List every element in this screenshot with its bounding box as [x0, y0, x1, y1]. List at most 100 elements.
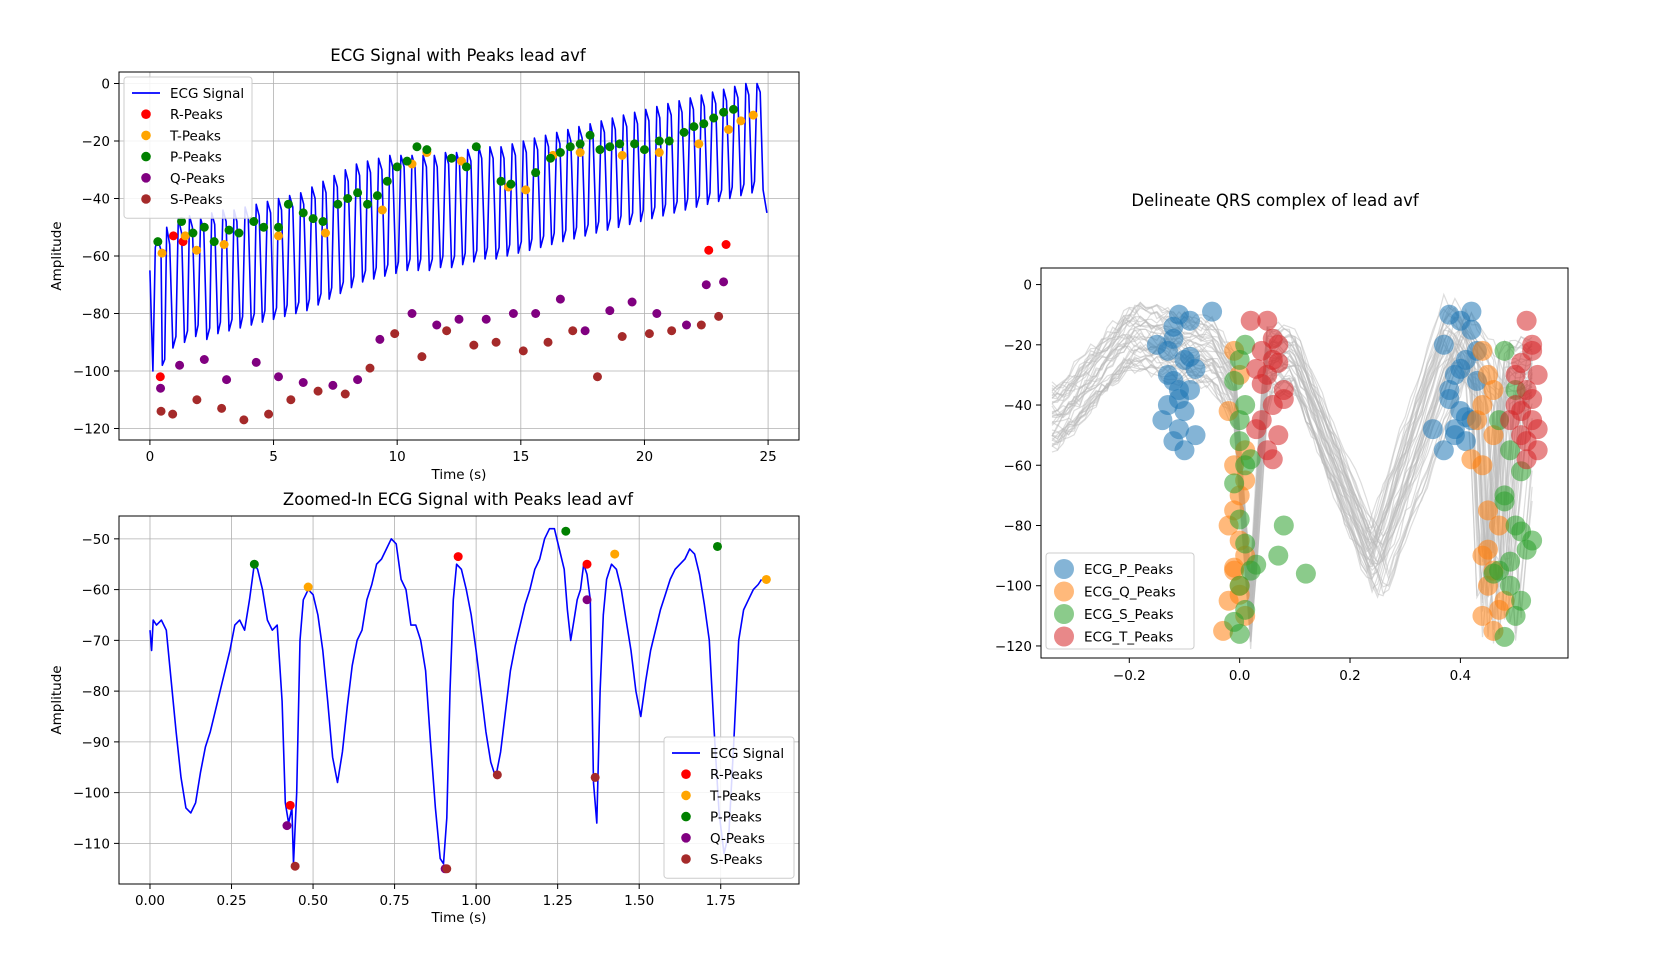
legend-marker-swatch: [1054, 581, 1074, 602]
ecg-signal-chart: ECG Signal with Peaks lead avf 0 5 10 15 20 2…: [49, 46, 800, 483]
legend-label: T-Peaks: [709, 788, 761, 804]
s-peak-point: [592, 372, 602, 382]
t-peak-point: [521, 185, 531, 195]
p-peak-point: [177, 217, 187, 226]
t-peak-point: [724, 125, 734, 134]
p-peak-point: [402, 156, 412, 166]
r-peak-point: [721, 240, 731, 249]
y-tick-label: −80: [82, 684, 111, 700]
chart3-frame: [1040, 267, 1569, 659]
ecg-q-peaks-point: [1224, 560, 1245, 581]
legend-box: [663, 736, 795, 879]
ecg-t-peaks-point: [1240, 310, 1261, 331]
beat-trace: [1051, 336, 1533, 607]
legend-marker-swatch: [681, 790, 691, 801]
legend-marker-swatch: [141, 109, 151, 119]
ecg-t-peaks-point: [1257, 310, 1278, 331]
ecg-signal-line: [149, 527, 763, 865]
y-tick-label: −40: [82, 192, 111, 208]
r-peak-point: [168, 231, 178, 241]
s-peak-point: [644, 329, 654, 339]
s-peak-point: [239, 415, 249, 425]
ecg-p-peaks-point: [1168, 379, 1189, 400]
x-tick-label: 0.2: [1339, 668, 1360, 684]
chart2-y-label: Amplitude: [49, 665, 65, 734]
ecg-t-peaks-point: [1251, 373, 1272, 394]
ecg-p-peaks-point: [1179, 346, 1200, 367]
y-tick-label: −60: [82, 583, 111, 599]
s-peak-point: [442, 326, 452, 336]
x-tick-label: 0: [146, 449, 155, 465]
x-tick-label: −0.2: [1113, 668, 1146, 684]
q-peak-point: [580, 326, 590, 336]
s-peak-point: [543, 337, 553, 347]
q-peak-point: [282, 821, 292, 831]
y-tick-label: −20: [1004, 338, 1033, 354]
t-peak-point: [748, 110, 758, 120]
p-peak-point: [585, 130, 595, 140]
p-peak-point: [679, 127, 689, 137]
p-peak-point: [545, 153, 555, 163]
legend-marker-swatch: [141, 194, 151, 204]
ecg-t-peaks-point: [1500, 410, 1521, 431]
p-peak-point: [259, 222, 269, 232]
p-peak-point: [392, 162, 402, 172]
y-tick-label: −90: [82, 735, 111, 751]
r-peak-point: [582, 559, 592, 569]
x-tick-label: 15: [512, 449, 529, 465]
legend-marker-swatch: [141, 173, 151, 183]
chart1-peaks-layer: [153, 104, 758, 425]
y-tick-label: −80: [1004, 518, 1033, 534]
p-peak-point: [709, 113, 719, 123]
q-peak-point: [251, 357, 261, 367]
x-tick-label: 0.50: [298, 893, 328, 909]
q-peak-point: [375, 334, 385, 344]
q-peak-point: [273, 372, 283, 382]
q-peak-point: [432, 320, 442, 330]
y-tick-label: −60: [82, 249, 111, 265]
s-peak-point: [617, 332, 627, 341]
ecg-p-peaks-point: [1461, 301, 1482, 322]
p-peak-point: [531, 168, 541, 178]
p-peak-point: [273, 222, 283, 232]
p-peak-point: [153, 237, 163, 247]
s-peak-point: [590, 772, 600, 782]
p-peak-point: [654, 136, 664, 146]
chart2-peaks-layer: [249, 526, 771, 874]
chart2-title: Zoomed-In ECG Signal with Peaks lead avf: [283, 490, 634, 509]
p-peak-point: [565, 142, 575, 152]
s-peak-point: [492, 770, 502, 780]
t-peak-point: [654, 148, 664, 157]
t-peak-point: [192, 245, 202, 255]
legend-marker-swatch: [1054, 626, 1074, 647]
ecg-t-peaks-point: [1246, 358, 1267, 379]
s-peak-point: [168, 409, 178, 419]
legend-marker-swatch: [681, 833, 691, 843]
q-peak-point: [407, 309, 417, 318]
p-peak-point: [575, 139, 585, 149]
legend-marker-swatch: [141, 151, 151, 162]
ecg-q-peaks-point: [1489, 515, 1510, 536]
p-peak-point: [615, 139, 625, 149]
s-peak-point: [568, 326, 578, 336]
ecg-s-peaks-point: [1240, 560, 1261, 581]
t-peak-point: [303, 582, 313, 592]
p-peak-point: [209, 237, 219, 247]
p-peak-point: [412, 142, 422, 152]
legend-label: R-Peaks: [170, 107, 223, 123]
ecg-p-peaks-point: [1185, 425, 1206, 446]
s-peak-point: [491, 337, 501, 347]
ecg-p-peaks-point: [1157, 364, 1178, 385]
ecg-p-peaks-point: [1433, 334, 1454, 355]
p-peak-point: [283, 199, 293, 209]
q-peak-point: [605, 306, 615, 316]
x-tick-label: 10: [389, 449, 406, 465]
ecg-p-peaks-point: [1444, 425, 1465, 446]
chart1-y-label: Amplitude: [49, 221, 65, 290]
ecg-s-peaks-point: [1229, 431, 1250, 452]
ecg-s-peaks-point: [1235, 334, 1256, 355]
ecg-s-peaks-point: [1295, 563, 1316, 584]
x-tick-label: 0.75: [380, 893, 410, 909]
ecg-q-peaks-point: [1472, 605, 1493, 626]
